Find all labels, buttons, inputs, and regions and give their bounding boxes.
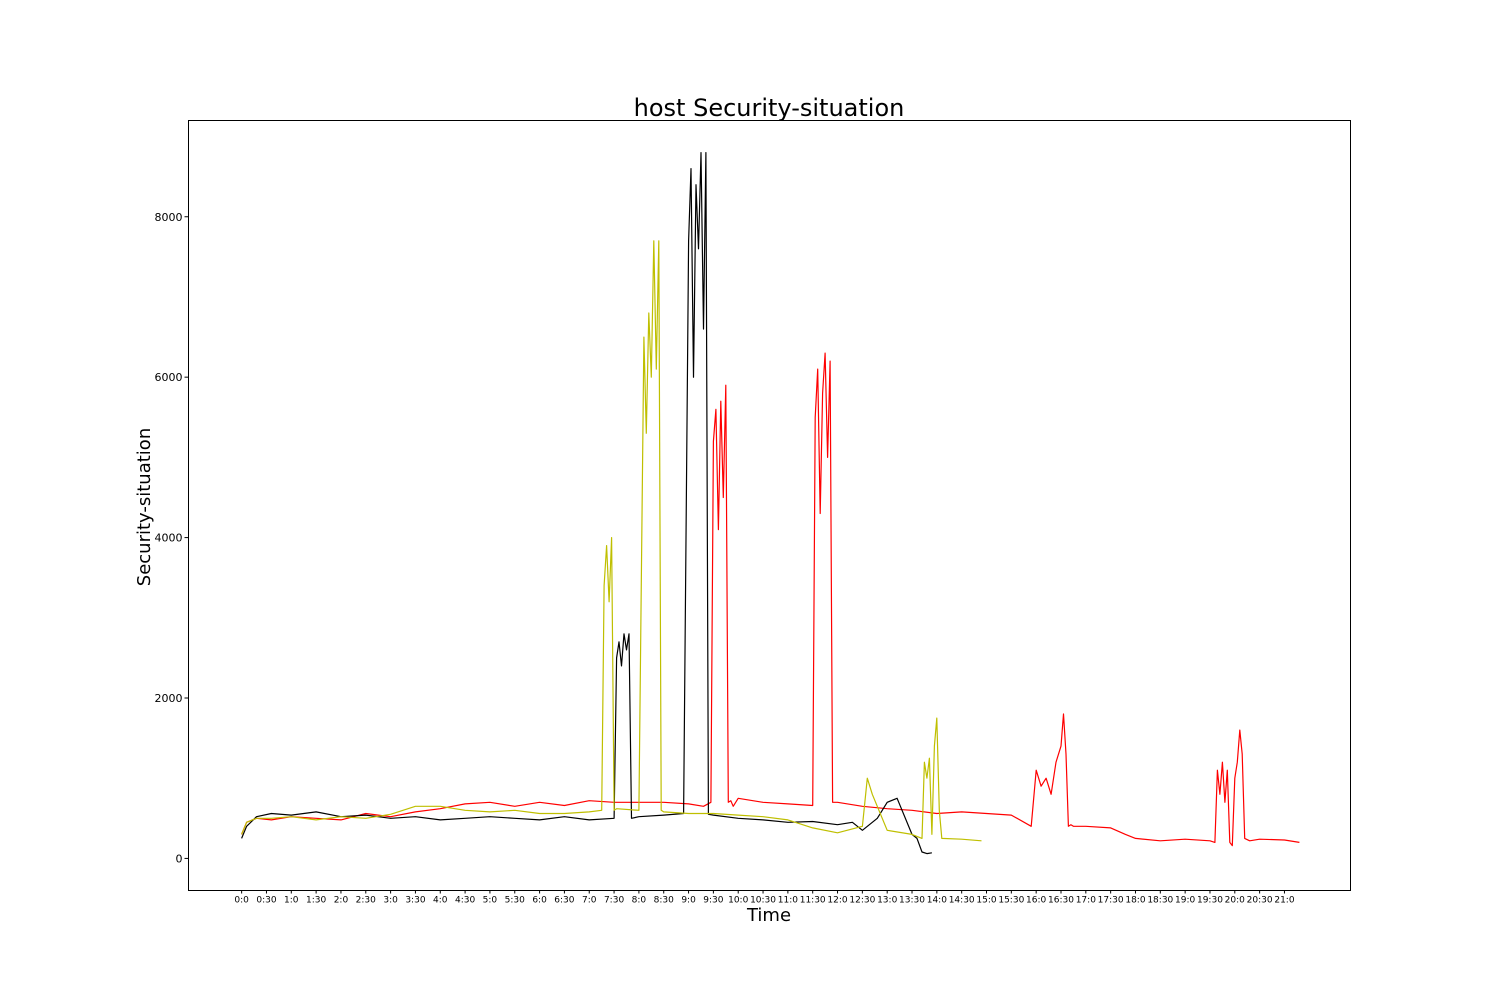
x-tick-label: 6:0 [532,896,547,906]
x-axis-label: Time [746,905,791,926]
x-tick-label: 18:0 [1125,896,1145,906]
x-tick-label: 3:0 [383,896,398,906]
x-tick-label: 17:30 [1098,896,1124,906]
x-tick-label: 14:0 [927,896,947,906]
x-tick-label: 7:0 [582,896,597,906]
x-tick-label: 19:30 [1197,896,1223,906]
x-tick-label: 18:30 [1147,896,1173,906]
x-tick-label: 0:30 [256,896,276,906]
series-line-1 [241,352,1300,847]
x-tick-label: 1:0 [284,896,299,906]
x-tick-label: 16:0 [1026,896,1046,906]
x-tick-label: 11:0 [778,896,798,906]
y-tick-label: 0 [176,852,183,865]
x-tick-label: 15:0 [976,896,996,906]
y-axis-label: Security-situation [134,428,155,586]
x-tick-label: 20:0 [1225,896,1245,906]
x-tick-label: 0:0 [234,896,249,906]
x-tick-label: 11:30 [800,896,826,906]
y-axis-ticks: 0 2000 4000 6000 8000 [155,211,189,865]
chart-title: host Security-situation [634,94,905,122]
x-tick-label: 8:30 [654,896,674,906]
x-tick-label: 13:0 [877,896,897,906]
x-tick-label: 7:30 [604,896,624,906]
x-tick-label: 3:30 [405,896,425,906]
x-tick-label: 1:30 [306,896,326,906]
x-axis-ticks: 0:0 0:30 1:0 1:30 2:0 2:30 3:0 3:30 4:0 4:30 5:0 5:… [234,890,1295,906]
series-line-3 [241,240,982,842]
x-tick-label: 2:0 [334,896,349,906]
y-tick-label: 4000 [155,532,183,545]
series-line-2 [241,152,932,855]
x-tick-label: 6:30 [554,896,574,906]
series-layer [241,152,1300,855]
x-tick-label: 12:30 [849,896,875,906]
x-tick-label: 13:30 [899,896,925,906]
y-tick-label: 2000 [155,692,183,705]
x-tick-label: 15:30 [998,896,1024,906]
y-tick-label: 6000 [155,371,183,384]
x-tick-label: 2:30 [356,896,376,906]
x-tick-label: 12:0 [827,896,847,906]
x-tick-label: 10:30 [750,896,776,906]
x-tick-label: 8:0 [632,896,647,906]
x-tick-label: 17:0 [1076,896,1096,906]
x-tick-label: 5:30 [505,896,525,906]
x-tick-label: 14:30 [949,896,975,906]
x-tick-label: 4:0 [433,896,448,906]
x-tick-label: 4:30 [455,896,475,906]
x-tick-label: 21:0 [1274,896,1294,906]
x-tick-label: 19:0 [1175,896,1195,906]
y-tick-label: 8000 [155,211,183,224]
x-tick-label: 16:30 [1048,896,1074,906]
x-tick-label: 9:0 [681,896,696,906]
x-tick-label: 9:30 [703,896,723,906]
x-tick-label: 5:0 [483,896,498,906]
plot-frame [188,120,1351,891]
x-tick-label: 10:0 [728,896,748,906]
x-tick-label: 20:30 [1247,896,1273,906]
